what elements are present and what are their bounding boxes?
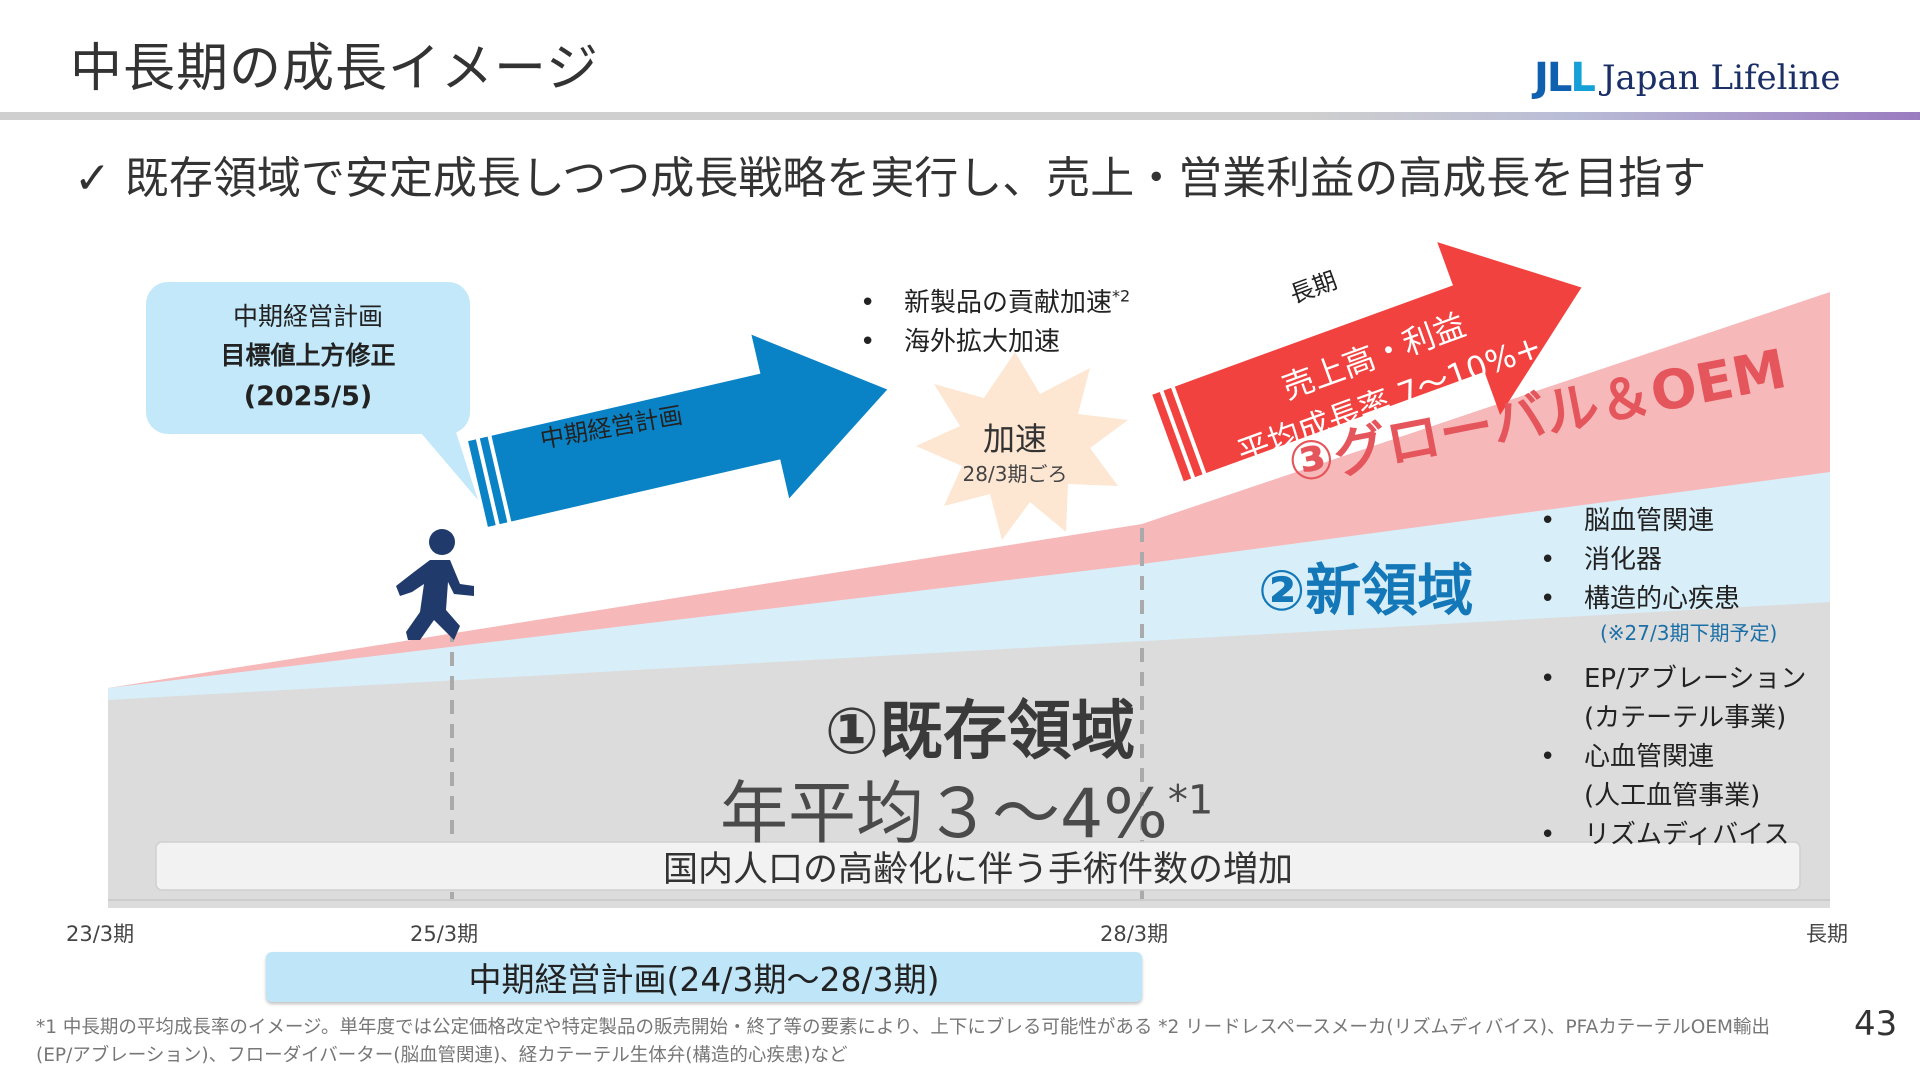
runner-icon (396, 529, 474, 640)
existing-growth-rate: 年平均３～4%*1 (720, 775, 1214, 854)
existing-bullet-2: • 心血管関連 (1540, 742, 1715, 772)
x-tick-28-3: 28/3期 (1100, 922, 1169, 946)
existing-area (108, 602, 1830, 908)
title-divider (0, 112, 1920, 120)
new-field-note: (※27/3期下期予定) (1600, 621, 1778, 645)
company-logo: JLL Japan Lifeline (1534, 56, 1840, 100)
rate-footnote-mark: *1 (1167, 777, 1214, 824)
x-tick-25-3: 25/3期 (410, 922, 479, 946)
accel-sub-label: 28/3期ごろ (962, 462, 1068, 486)
new-bullet-1: • 脳血管関連 (1540, 506, 1715, 536)
logo-text: Japan Lifeline (1601, 58, 1841, 98)
x-tick-long-term: 長期 (1806, 922, 1848, 946)
bubble-line-3: (2025/5) (243, 380, 373, 412)
existing-bullet-2-sub: (人工血管事業) (1584, 781, 1761, 811)
existing-field-bullets: • EP/アブレーション (カテーテル事業) • 心血管関連 (人工血管事業) • リ… (1540, 658, 1806, 851)
acceleration-bullets: • 新製品の貢献加速*2 • 海外拡大加速 (860, 282, 1130, 358)
accel-label: 加速 (982, 420, 1047, 458)
x-tick-23-3: 23/3期 (66, 922, 135, 946)
footnote: *1 中長期の平均成長率のイメージ。単年度では公定価格改定や特定製品の販売開始・… (36, 1017, 1770, 1066)
existing-bullet-3: • リズムディバイス (1540, 820, 1790, 850)
long-term-arrow (1152, 242, 1582, 482)
bubble-line-1: 中期経営計画 (232, 302, 383, 332)
existing-bullet-1-sub: (カテーテル事業) (1584, 703, 1787, 733)
accel-bullet-1: • 新製品の貢献加速*2 (860, 286, 1131, 318)
bubble-tail (410, 420, 478, 500)
growth-chart (108, 242, 1830, 908)
existing-bullet-1: • EP/アブレーション (1540, 664, 1807, 694)
accel-bullet-2: • 海外拡大加速 (860, 327, 1061, 357)
subtitle: ✓ 既存領域で安定成長しつつ成長戦略を実行し、売上・営業利益の高成長を目指す (74, 153, 1707, 204)
starburst-icon (916, 352, 1128, 540)
bottom-banner-box (155, 841, 1801, 891)
plan-revision-bubble: 中期経営計画 目標値上方修正 (2025/5) (146, 282, 470, 434)
page-title: 中長期の成長イメージ (70, 39, 599, 99)
new-bullet-2: • 消化器 (1540, 545, 1663, 575)
bubble-line-2: 目標値上方修正 (220, 341, 396, 371)
new-bullet-3: • 構造的心疾患 (1540, 584, 1741, 614)
page-number: 43 (1854, 1004, 1898, 1044)
mid-term-arrow (468, 334, 888, 527)
plan-period-box: 中期経営計画(24/3期～28/3期) (266, 952, 1142, 1002)
bottom-banner-text: 国内人口の高齢化に伴う手術件数の増加 (662, 849, 1293, 890)
new-field-bullets: • 脳血管関連 • 消化器 • 構造的心疾患 (※27/3期下期予定) (1540, 500, 1777, 646)
new-field-title: ②新領域 (1258, 559, 1474, 624)
existing-field-title: ①既存領域 (824, 695, 1136, 769)
logo-mark: JLL (1534, 55, 1596, 101)
